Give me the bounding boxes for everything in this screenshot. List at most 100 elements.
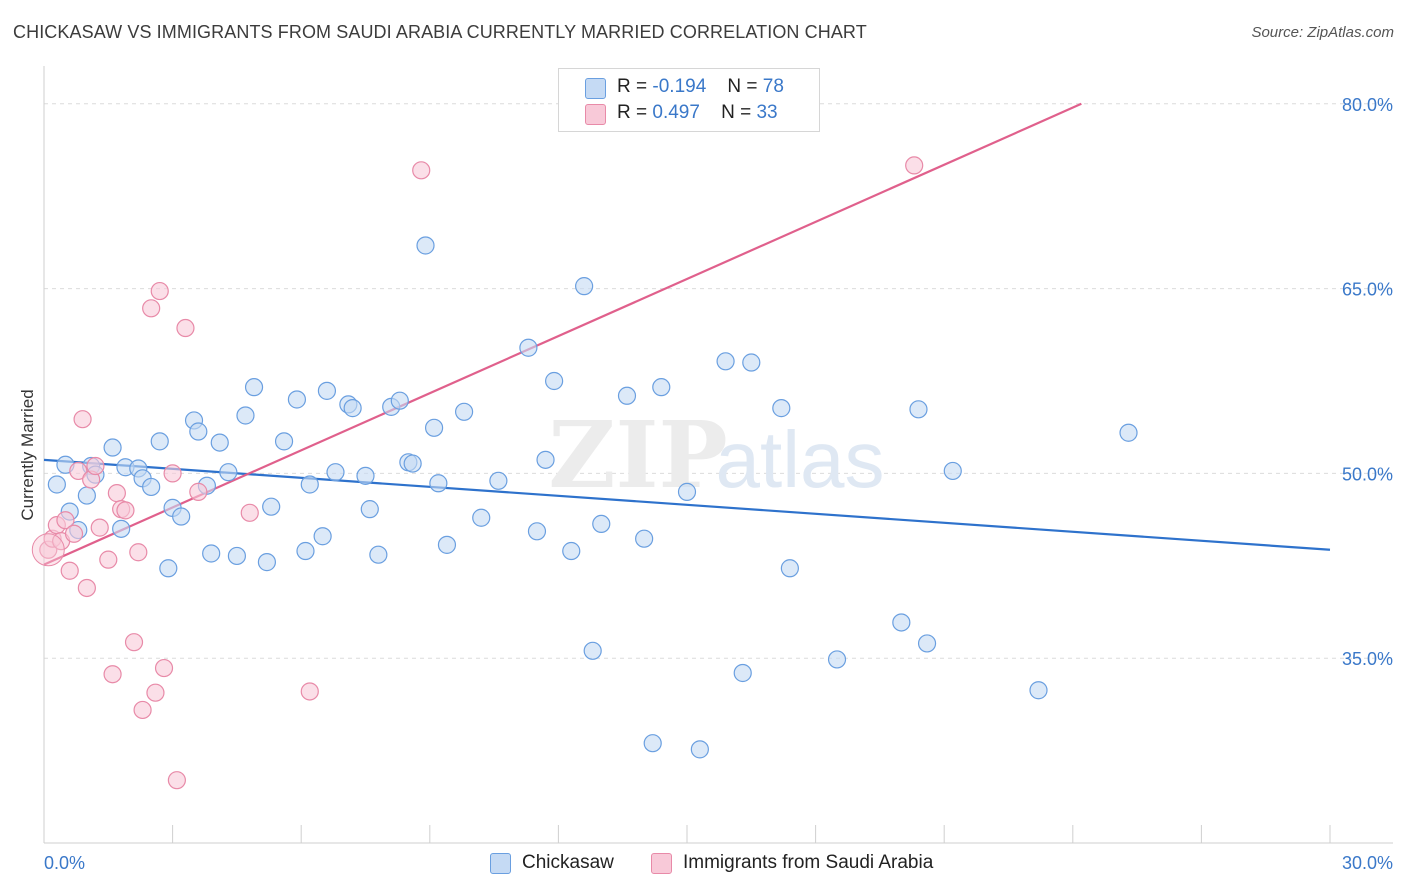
legend-r-value: 0.497 [652,102,700,123]
chickasaw-point [909,400,928,419]
chickasaw-point [943,461,962,481]
chickasaw-point [917,634,937,653]
saudi-point [129,543,148,562]
chickasaw-point [733,663,752,683]
saudi-point [124,633,144,652]
legend-stats-saudi: R = 0.497 N = 33 [617,102,778,124]
saudi-point [905,156,924,175]
y-tick-label: 35.0% [1342,649,1393,669]
saudi-point [116,501,135,520]
chickasaw-point [317,381,337,400]
chickasaw-point [437,535,457,554]
chickasaw-point [424,418,444,437]
chickasaw-point [827,650,847,669]
chickasaw-point [635,529,654,548]
chickasaw-point [300,475,319,494]
legend-r-value: -0.194 [652,76,707,97]
chickasaw-point [287,390,307,409]
saudi-point [69,461,88,481]
chickasaw-point [172,507,191,526]
chickasaw-point [527,522,547,541]
y-tick-label: 50.0% [1342,464,1393,484]
saudi-point [90,518,109,537]
chickasaw-point [390,391,409,410]
correlation-legend: R = -0.194 N = 78 R = 0.497 N = 33 [558,68,820,132]
chickasaw-point [742,353,761,372]
legend-n-value: 78 [762,76,784,97]
saudi-point [142,299,161,318]
y-tick-label: 80.0% [1342,95,1393,115]
saudi-point [133,700,152,720]
watermark-atlas: atlas [716,415,885,504]
saudi-point [412,161,431,180]
chickasaw-point [313,527,332,546]
chickasaw-point [690,740,709,759]
chickasaw-point [360,500,379,519]
saudi-point [60,561,79,580]
chickasaw-point [244,378,264,397]
saudi-point [86,456,105,476]
chickasaw-point [536,450,555,469]
saudi-point [146,683,165,702]
chickasaw-point [575,277,594,296]
legend-r-label: R = [617,102,648,123]
saudi-point [56,511,75,530]
chickasaw-point [583,641,602,660]
data-points [31,156,1138,790]
x-tick-label: 0.0% [44,853,85,873]
bottom-legend-label-saudi: Immigrants from Saudi Arabia [683,852,934,873]
trend-lines [43,102,1331,566]
legend-n-label: N = [727,76,758,97]
chickasaw-point [472,508,491,527]
saudi-point [176,318,195,338]
legend-n-label: N = [721,102,752,123]
chickasaw-point [326,463,345,482]
chickasaw-point [1119,423,1138,442]
gridlines [44,103,1393,659]
legend-r-label: R = [617,76,648,97]
saudi-point [167,771,186,790]
legend-swatch-chickasaw [585,78,606,99]
saudi-point [163,464,182,483]
chickasaw-point [274,432,294,451]
chickasaw-point [150,432,169,451]
chickasaw-point [112,519,131,538]
saudi-point [150,281,169,301]
chickasaw-point [103,438,122,457]
chickasaw-point [454,402,474,421]
chickasaw-point [369,545,388,564]
x-tick-label: 30.0% [1342,853,1393,873]
saudi-point [107,484,126,503]
chickasaw-point [892,613,911,632]
y-tick-label: 65.0% [1342,280,1393,300]
legend-swatch-saudi [585,104,606,125]
chickasaw-point [562,541,581,561]
chickasaw-point [416,236,435,255]
chickasaw-point [236,406,255,425]
chickasaw-point [403,454,422,473]
chickasaw-point [219,463,238,482]
legend-stats-chickasaw: R = -0.194 N = 78 [617,76,784,98]
saudi-point [99,550,118,569]
bottom-legend-label-chickasaw: Chickasaw [522,852,614,873]
chickasaw-point [1029,681,1048,700]
saudi-point-cluster [31,533,65,567]
chickasaw-point [77,486,96,505]
legend-n-value: 33 [756,102,778,123]
bottom-legend-swatch-saudi [651,853,672,874]
chickasaw-point [210,433,229,452]
chickasaw-point [257,553,277,572]
saudi-point [103,665,122,684]
chickasaw-point [189,422,208,441]
chickasaw-point [617,386,637,405]
chickasaw-point [227,546,246,566]
saudi-point [240,503,259,522]
chickasaw-point [652,378,671,397]
axes [43,66,1393,844]
chickasaw-point [142,477,161,497]
chart-source: Source: ZipAtlas.com [1251,24,1394,41]
chickasaw-point [772,399,791,418]
chickasaw-point [545,371,564,391]
saudi-point [64,524,84,543]
